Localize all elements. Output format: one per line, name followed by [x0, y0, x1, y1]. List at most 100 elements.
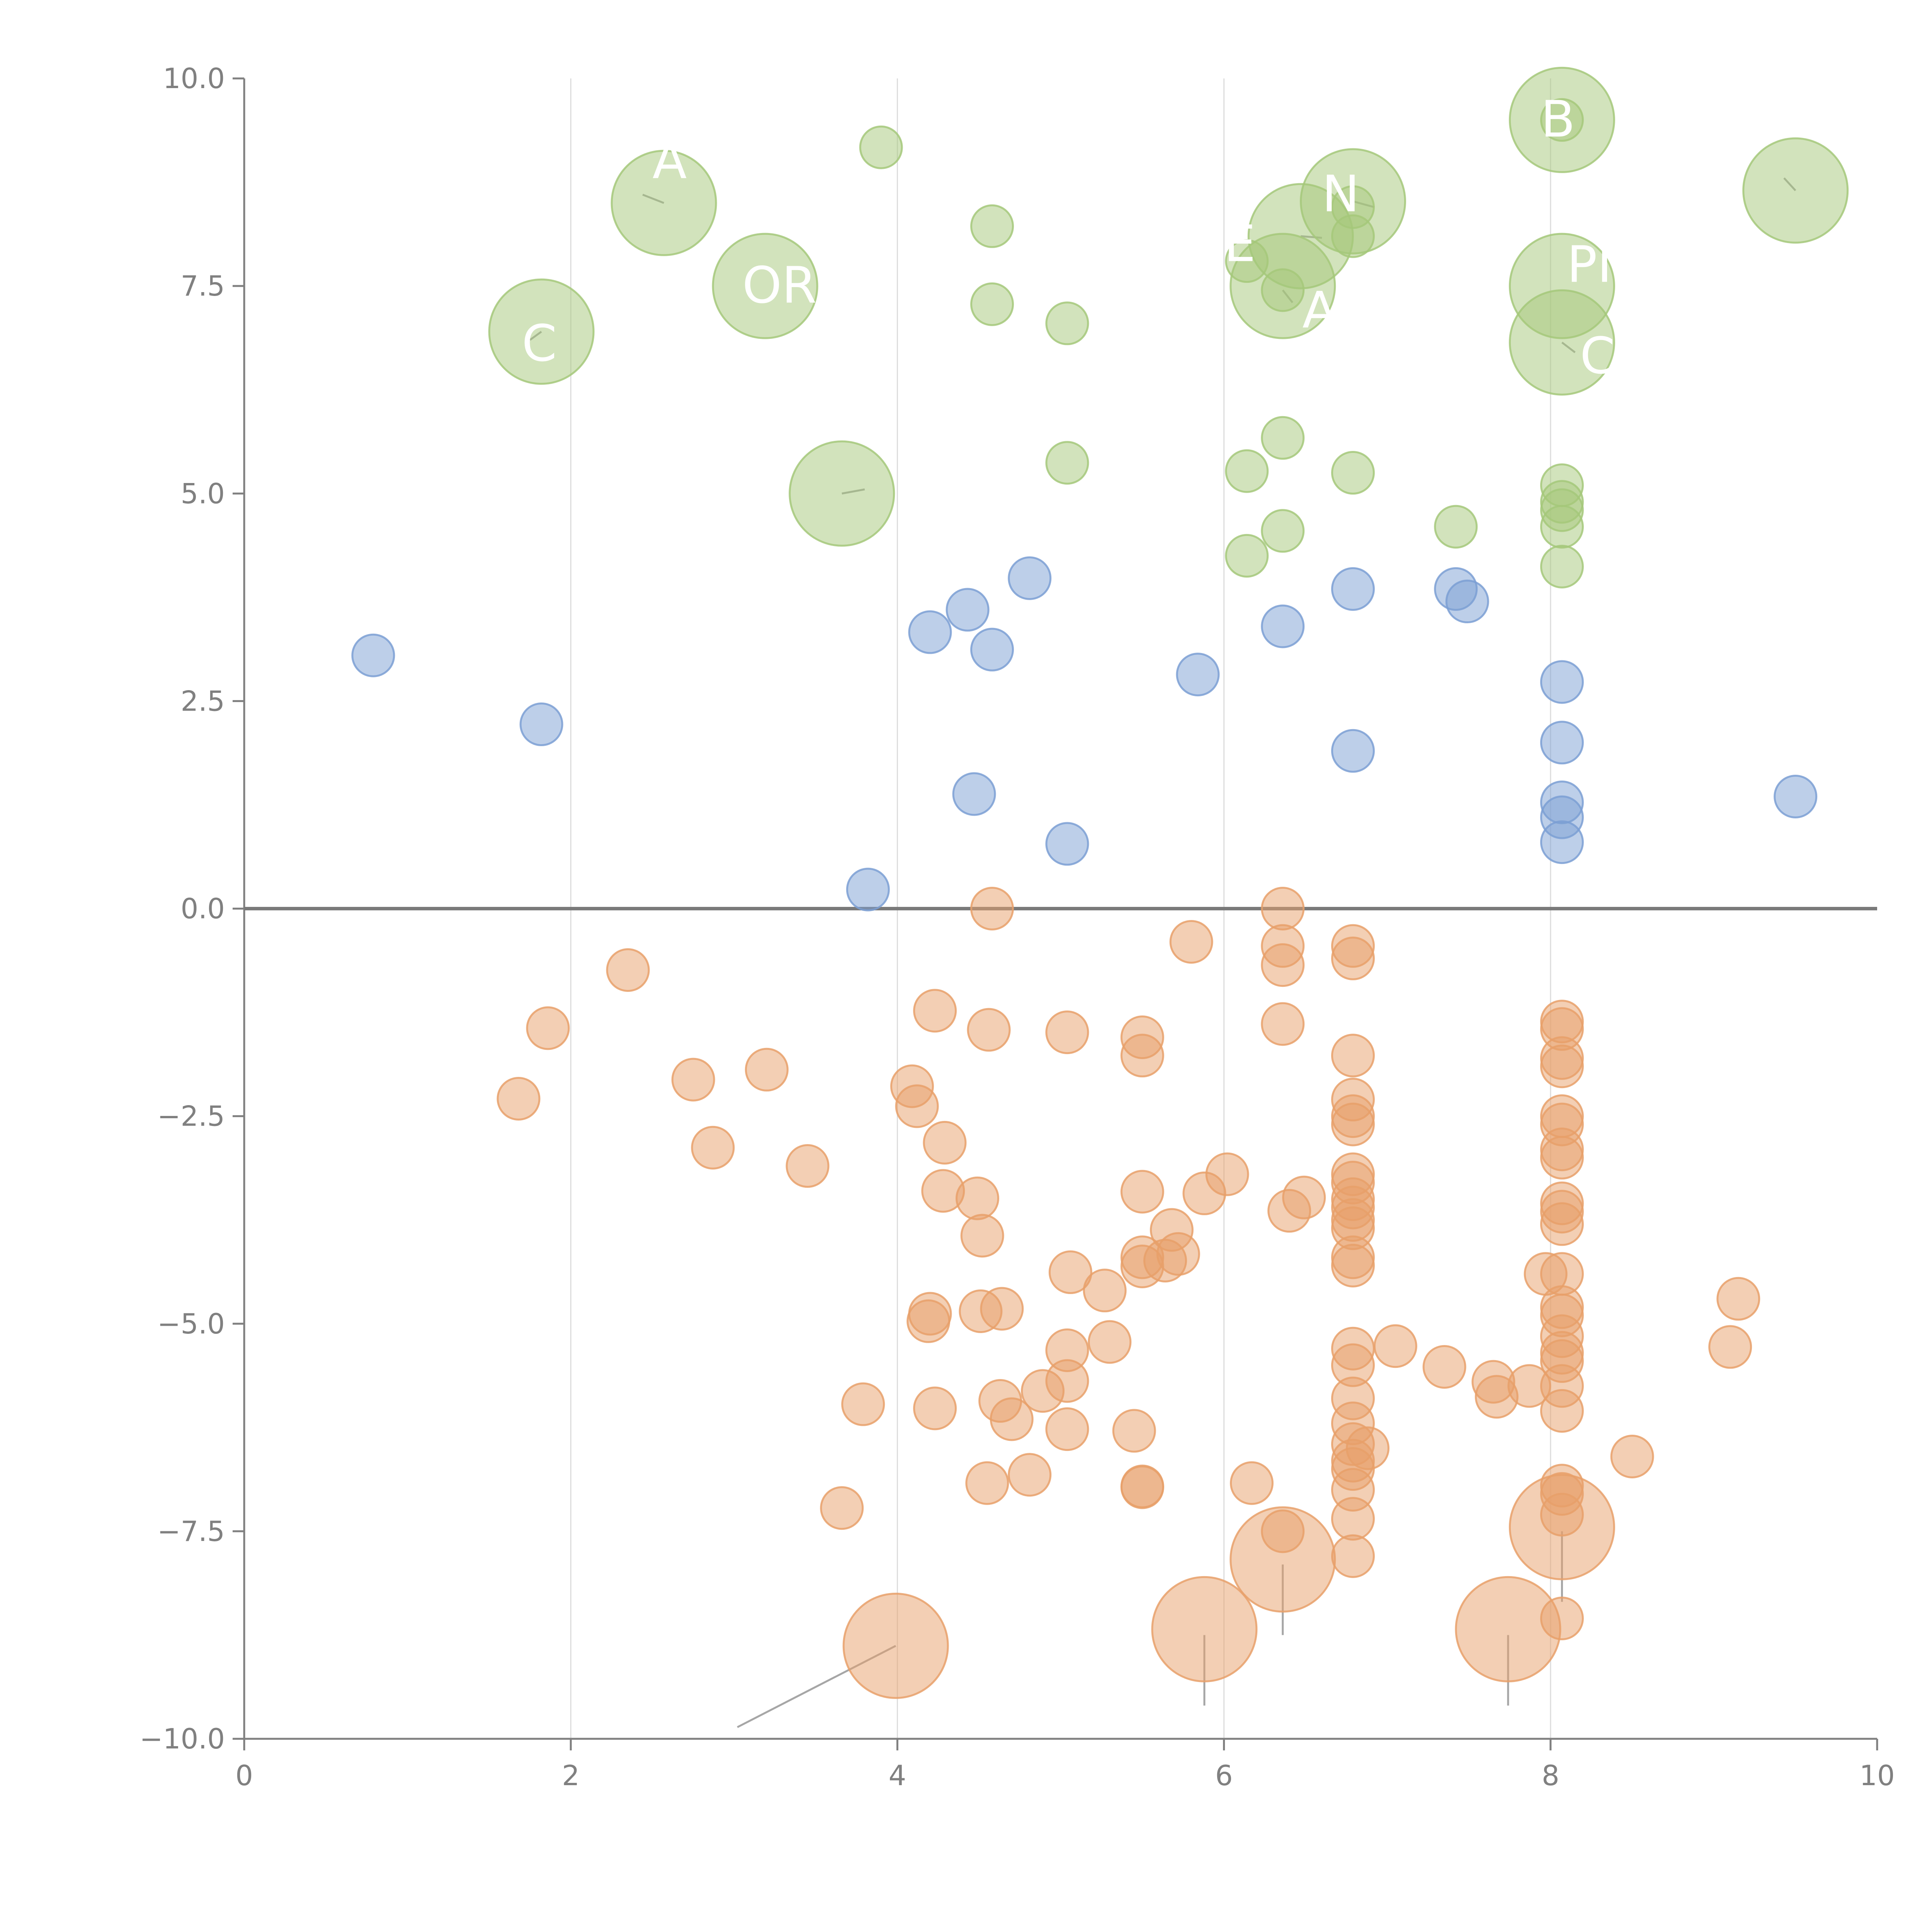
point-orange	[923, 1121, 967, 1165]
point-orange	[965, 1461, 1009, 1505]
point-orange	[1230, 1461, 1274, 1505]
point-green	[1540, 505, 1584, 549]
point-blue	[970, 628, 1014, 672]
point-orange	[1331, 1243, 1375, 1287]
point-orange	[1156, 1232, 1200, 1276]
point-blue	[952, 772, 996, 816]
point-green	[712, 233, 818, 339]
x-tick-label: 8	[1542, 1759, 1560, 1792]
point-blue	[1445, 580, 1489, 624]
point-green	[970, 282, 1014, 326]
point-orange	[1205, 1152, 1249, 1196]
point-orange	[913, 1386, 957, 1430]
point-orange	[820, 1486, 864, 1530]
point-green	[1225, 534, 1269, 578]
point-green	[1331, 451, 1375, 495]
point-green	[970, 204, 1014, 248]
annotation-label: PI	[1567, 235, 1612, 294]
point-blue	[846, 867, 890, 912]
point-green	[1509, 66, 1615, 173]
point-green	[1225, 449, 1269, 493]
point-orange	[841, 1382, 885, 1426]
annotation-label: OR	[742, 256, 817, 315]
point-green	[1509, 289, 1615, 396]
data-points	[351, 66, 1849, 1699]
x-tick-label: 2	[562, 1759, 580, 1792]
point-orange	[745, 1048, 789, 1092]
point-orange	[1540, 1136, 1584, 1180]
point-green	[1540, 544, 1584, 588]
point-orange	[1261, 1002, 1305, 1046]
point-orange	[913, 989, 957, 1033]
point-orange	[1230, 1506, 1336, 1613]
point-orange	[955, 1176, 999, 1220]
point-orange	[1261, 943, 1305, 987]
y-axis-ticks: −10.0 −7.5 −5.0 −2.5 0.0 2.5 5.0 7.5 10.0	[139, 62, 244, 1755]
point-orange	[1120, 1034, 1164, 1078]
point-orange	[1045, 1359, 1089, 1403]
point-orange	[1455, 1576, 1561, 1682]
point-blue	[519, 702, 563, 747]
point-orange	[1540, 1044, 1584, 1088]
point-orange	[895, 1084, 939, 1128]
point-blue	[1540, 820, 1584, 864]
y-tick-label: 10.0	[163, 62, 225, 95]
y-tick-label: 5.0	[180, 477, 225, 510]
point-blue	[1008, 556, 1052, 600]
annotation-label: C	[1580, 327, 1615, 385]
point-blue	[1331, 567, 1375, 611]
point-orange	[1716, 1277, 1760, 1321]
x-tick-label: 6	[1215, 1759, 1233, 1792]
point-orange	[1373, 1324, 1417, 1368]
point-orange	[526, 1006, 570, 1050]
point-orange	[1331, 1102, 1375, 1146]
point-blue	[1774, 774, 1818, 818]
point-blue	[1176, 653, 1220, 697]
point-orange	[1422, 1345, 1466, 1389]
x-tick-label: 4	[888, 1759, 906, 1792]
point-orange	[1261, 887, 1305, 930]
point-green	[611, 150, 717, 256]
point-green	[1261, 416, 1305, 460]
y-tick-label: 2.5	[180, 685, 225, 717]
point-orange	[1169, 920, 1213, 964]
point-green	[1045, 441, 1089, 485]
point-blue	[1045, 822, 1089, 866]
point-green	[1299, 148, 1406, 255]
point-orange	[1610, 1435, 1654, 1479]
point-orange	[1008, 1453, 1052, 1497]
point-blue	[946, 588, 990, 632]
annotation-label: B	[1541, 90, 1575, 148]
point-orange	[786, 1144, 830, 1188]
point-orange	[1540, 1389, 1584, 1433]
point-orange	[606, 948, 650, 992]
point-orange	[691, 1126, 735, 1170]
annotation-label: C	[522, 314, 557, 372]
point-orange	[1345, 1426, 1389, 1470]
point-orange	[1540, 1202, 1584, 1246]
annotation-label: A	[1302, 281, 1337, 340]
point-orange	[1331, 1534, 1375, 1578]
point-orange	[842, 1592, 949, 1699]
point-blue	[1331, 729, 1375, 773]
point-blue	[908, 610, 952, 654]
point-orange	[1120, 1465, 1164, 1509]
point-blue	[1540, 660, 1584, 704]
y-tick-label: −2.5	[157, 1100, 225, 1133]
point-orange	[980, 1287, 1024, 1331]
point-blue	[1261, 604, 1305, 648]
point-green	[488, 278, 595, 385]
point-orange	[967, 1008, 1011, 1052]
point-green	[789, 440, 895, 547]
y-tick-label: 7.5	[180, 270, 225, 302]
annotation-label: E	[1224, 214, 1256, 273]
point-orange	[960, 1214, 1004, 1258]
point-blue	[351, 633, 395, 677]
point-orange	[1509, 1474, 1615, 1580]
point-orange	[671, 1058, 715, 1102]
point-green	[1434, 505, 1478, 549]
point-orange	[1282, 1175, 1326, 1219]
annotation-label: N	[1322, 165, 1359, 223]
point-green	[1742, 137, 1849, 244]
